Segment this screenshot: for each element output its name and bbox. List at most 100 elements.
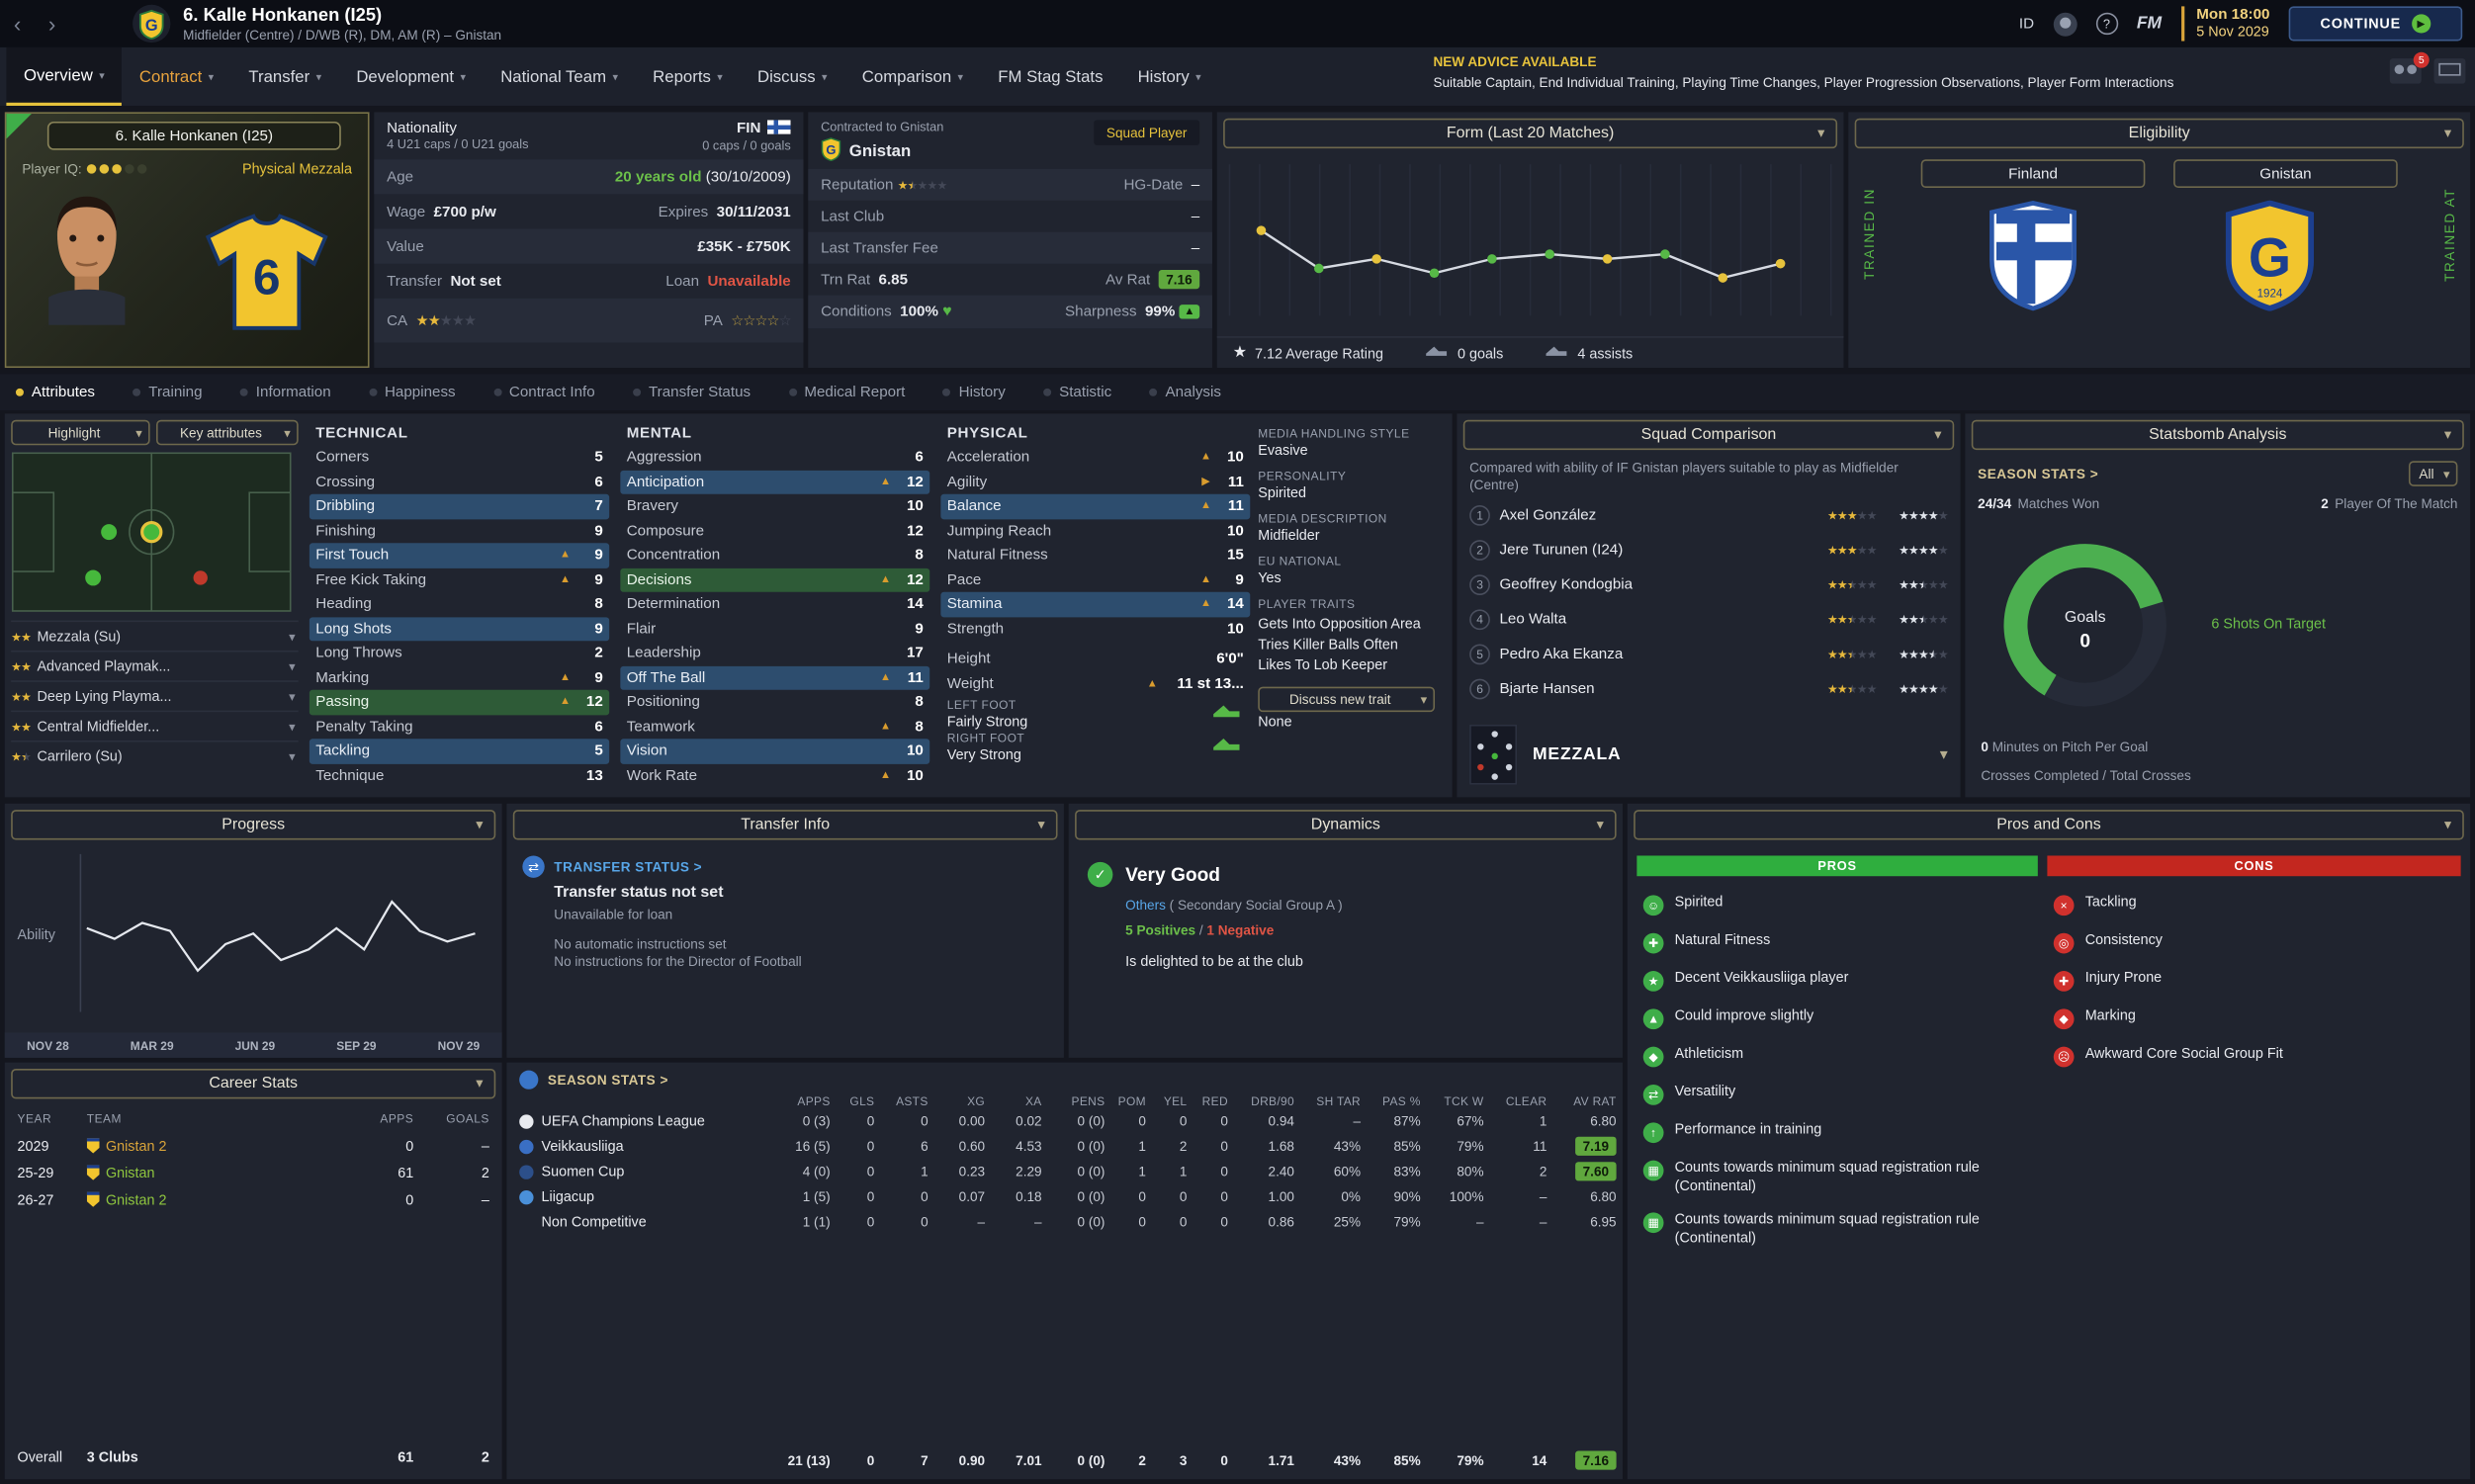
attribute-row[interactable]: Agility ▶ 11 (940, 470, 1250, 494)
pro-item[interactable]: ▦ Counts towards minimum squad registrati… (1636, 1203, 2037, 1256)
season-col-header[interactable]: ASTS (896, 1093, 928, 1108)
statsbomb-season-stats-link[interactable]: SEASON STATS > (1978, 466, 2099, 482)
season-stats-row[interactable]: UEFA Champions League 0 (3) 0 0 0.00 0.02 0 (0… (506, 1108, 1623, 1134)
attribute-row[interactable]: Balance ▲ 11 (940, 493, 1251, 519)
social-group-link[interactable]: Others (1125, 896, 1166, 913)
attribute-row[interactable]: Long Throws 2 (309, 641, 609, 665)
season-stats-link[interactable]: SEASON STATS > (547, 1072, 668, 1089)
season-stats-row[interactable]: Liigacup 1 (5) 0 0 0.07 0.18 0 (0) 0 0 0 1.00 0% 90%… (506, 1184, 1623, 1210)
subnav-item-information[interactable]: Information (239, 384, 331, 401)
season-stats-row[interactable]: Veikkausliiga 16 (5) 0 6 0.60 4.53 0 (0) 1 2 0 1.6… (506, 1134, 1623, 1160)
squad-comparison-dropdown[interactable]: Squad Comparison (1462, 419, 1955, 451)
transfer-info-dropdown[interactable]: Transfer Info (512, 810, 1058, 840)
season-col-header[interactable]: SH TAR (1316, 1093, 1362, 1108)
pro-item[interactable]: ◆ Athleticism (1636, 1037, 2037, 1075)
season-col-header[interactable]: YEL (1163, 1093, 1188, 1108)
squad-comparison-row[interactable]: 2 Jere Turunen (I24) ★ ★ ★ ★ ★ ★ ★ ★ ★ ★ (1457, 532, 1960, 567)
squad-comparison-row[interactable]: 6 Bjarte Hansen ★ ★ ★ ★ ★ ★ ★ ★ ★ ★ (1457, 671, 1960, 706)
attribute-row[interactable]: First Touch ▲ 9 (309, 543, 610, 568)
highlight-dropdown[interactable]: Highlight (11, 419, 150, 446)
club-button[interactable]: Gnistan (2173, 159, 2398, 189)
squad-comparison-row[interactable]: 1 Axel González ★ ★ ★ ★ ★ ★ ★ ★ ★ ★ (1457, 497, 1960, 532)
attribute-row[interactable]: Acceleration ▲ 10 (940, 445, 1250, 470)
role-row[interactable]: ★★ Carrilero (Su) (11, 740, 299, 770)
attribute-row[interactable]: Passing ▲ 12 (309, 689, 610, 715)
pro-item[interactable]: ▲ Could improve slightly (1636, 1000, 2037, 1037)
subnav-item-training[interactable]: Training (133, 384, 203, 401)
pros-cons-dropdown[interactable]: Pros and Cons (1634, 810, 2464, 840)
forward-button[interactable]: › (47, 11, 56, 37)
squad-comparison-row[interactable]: 4 Leo Walta ★ ★ ★ ★ ★ ★ ★ ★ ★ ★ (1457, 601, 1960, 636)
attribute-row[interactable]: Tackling 5 (309, 739, 610, 764)
season-col-header[interactable]: XG (967, 1093, 986, 1108)
season-col-header[interactable]: DRB/90 (1251, 1093, 1294, 1108)
season-col-header[interactable]: CLEAR (1505, 1093, 1547, 1108)
season-col-header[interactable]: TCK W (1444, 1093, 1484, 1108)
monitor-icon[interactable] (2433, 58, 2466, 84)
club-name[interactable]: Gnistan (848, 141, 912, 161)
squad-status-badge[interactable]: Squad Player (1094, 120, 1200, 145)
attribute-row[interactable]: Penalty Taking 6 (309, 715, 609, 740)
attribute-row[interactable]: Marking ▲ 9 (309, 665, 609, 690)
position-pitch-map[interactable] (11, 452, 292, 613)
profile-icon[interactable] (2053, 11, 2077, 36)
squad-role-chevron-icon[interactable]: ▾ (1939, 745, 1948, 764)
season-col-header[interactable]: XA (1024, 1093, 1042, 1108)
tab-history[interactable]: History ▾ (1120, 47, 1218, 106)
attribute-row[interactable]: Bravery 10 (620, 494, 929, 519)
subnav-item-contract-info[interactable]: Contract Info (492, 384, 595, 401)
tab-transfer[interactable]: Transfer ▾ (231, 47, 339, 106)
attribute-row[interactable]: Vision 10 (620, 739, 930, 764)
attribute-row[interactable]: Strength 10 (940, 617, 1250, 642)
con-item[interactable]: ☹ Awkward Core Social Group Fit (2047, 1037, 2460, 1075)
attribute-row[interactable]: Composure 12 (620, 519, 929, 544)
pro-item[interactable]: ▦ Counts towards minimum squad registrati… (1636, 1151, 2037, 1203)
season-col-header[interactable]: POM (1117, 1093, 1146, 1108)
pro-item[interactable]: ☺ Spirited (1636, 886, 2037, 923)
tab-fm-stag-stats[interactable]: FM Stag Stats (981, 47, 1120, 106)
form-dropdown[interactable]: Form (Last 20 Matches) (1223, 118, 1838, 149)
career-row[interactable]: 25-29 Gnistan 61 2 (5, 1159, 502, 1185)
back-button[interactable]: ‹ (13, 11, 22, 37)
progress-dropdown[interactable]: Progress (11, 810, 496, 840)
attribute-row[interactable]: Leadership 17 (620, 641, 929, 665)
dynamics-dropdown[interactable]: Dynamics (1075, 810, 1617, 840)
attribute-row[interactable]: Aggression 6 (620, 445, 929, 470)
attribute-row[interactable]: Concentration 8 (620, 543, 929, 567)
season-col-header[interactable]: RED (1201, 1093, 1228, 1108)
tab-overview[interactable]: Overview ▾ (6, 46, 123, 106)
career-col-header[interactable]: YEAR (17, 1111, 52, 1126)
squad-comparison-row[interactable]: 5 Pedro Aka Ekanza ★ ★ ★ ★ ★ ★ ★ ★ ★ ★ (1457, 637, 1960, 671)
subnav-item-medical-report[interactable]: Medical Report (788, 384, 905, 401)
pro-item[interactable]: ⇄ Versatility (1636, 1075, 2037, 1112)
subnav-item-statistic[interactable]: Statistic (1043, 384, 1111, 401)
tab-reports[interactable]: Reports ▾ (636, 47, 741, 106)
transfer-status-link[interactable]: TRANSFER STATUS > (554, 858, 703, 875)
tab-national-team[interactable]: National Team ▾ (484, 47, 636, 106)
club-badge-icon[interactable]: G (133, 4, 171, 44)
career-stats-dropdown[interactable]: Career Stats (11, 1069, 496, 1099)
season-col-header[interactable]: PAS % (1382, 1093, 1421, 1108)
career-row[interactable]: 26-27 Gnistan 2 0 – (5, 1185, 502, 1212)
advice-block[interactable]: NEW ADVICE AVAILABLE Suitable Captain, E… (1433, 53, 2380, 90)
con-item[interactable]: × Tackling (2047, 886, 2460, 923)
attribute-row[interactable]: Finishing 9 (309, 519, 609, 544)
season-col-header[interactable]: PENS (1071, 1093, 1105, 1108)
attribute-row[interactable]: Crossing 6 (309, 470, 609, 494)
con-item[interactable]: ✚ Injury Prone (2047, 961, 2460, 999)
attribute-row[interactable]: Determination 14 (620, 592, 929, 617)
attribute-row[interactable]: Heading 8 (309, 592, 609, 617)
continue-button[interactable]: CONTINUE ▶ (2288, 6, 2463, 42)
positives-count[interactable]: 5 Positives (1125, 921, 1196, 938)
attribute-row[interactable]: Dribbling 7 (309, 493, 610, 519)
id-button[interactable]: ID (2018, 15, 2035, 33)
attribute-row[interactable]: Technique 13 (309, 763, 609, 788)
attribute-row[interactable]: Flair 9 (620, 617, 929, 642)
attribute-row[interactable]: Long Shots 9 (309, 616, 610, 642)
con-item[interactable]: ◎ Consistency (2047, 923, 2460, 961)
tab-contract[interactable]: Contract ▾ (122, 47, 230, 106)
career-col-header[interactable]: APPS (380, 1111, 414, 1126)
flag-corner-icon[interactable] (6, 113, 32, 139)
key-attributes-dropdown[interactable]: Key attributes (156, 419, 299, 446)
role-row[interactable]: ★★ Central Midfielder... (11, 710, 299, 741)
